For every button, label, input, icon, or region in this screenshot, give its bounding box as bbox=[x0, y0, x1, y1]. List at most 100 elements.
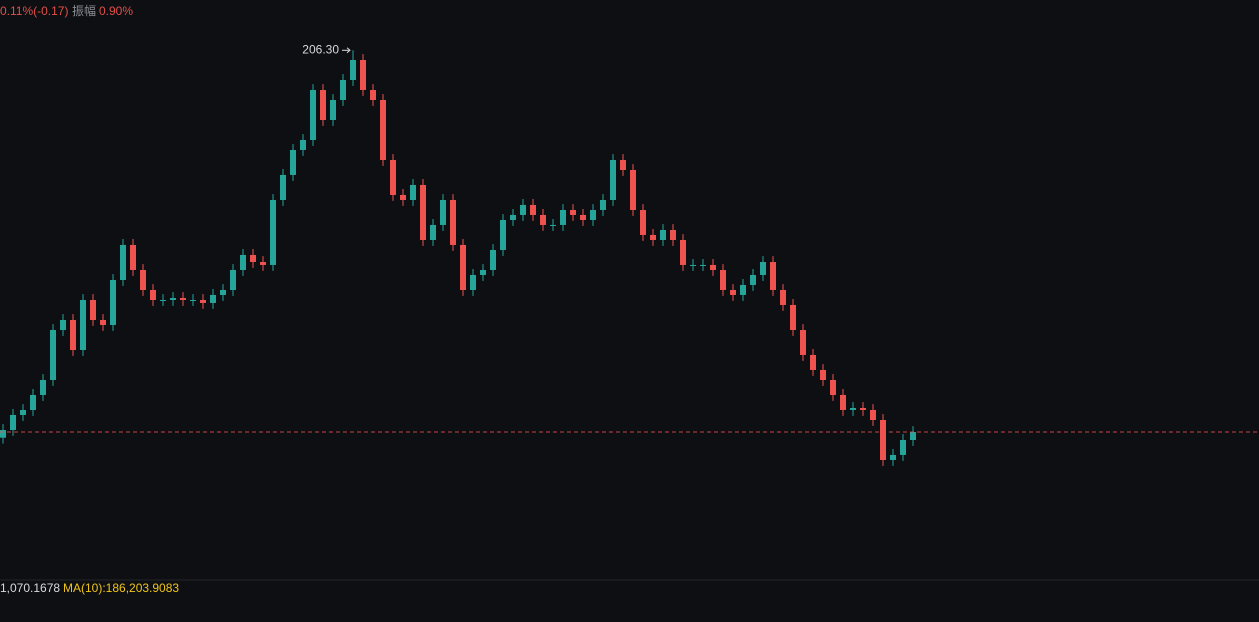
candle-body bbox=[100, 320, 106, 325]
candle-body bbox=[50, 330, 56, 380]
candle-body bbox=[890, 454, 896, 460]
candle-body bbox=[590, 210, 596, 220]
candle-body bbox=[800, 330, 806, 355]
candle-body bbox=[690, 264, 696, 266]
candle-body bbox=[20, 410, 26, 415]
amplitude-label: 振幅 bbox=[72, 3, 96, 18]
candle-body bbox=[680, 240, 686, 265]
candle-body bbox=[130, 244, 136, 270]
candle-body bbox=[470, 274, 476, 290]
candle-body bbox=[160, 300, 166, 301]
volume-ma: MA(10):186,203.9083 bbox=[63, 581, 179, 595]
candle-body bbox=[60, 320, 66, 330]
candle-body bbox=[900, 440, 906, 455]
candle-body bbox=[440, 200, 446, 225]
candle-body bbox=[910, 432, 916, 440]
candle-body bbox=[350, 60, 356, 80]
candle-body bbox=[370, 90, 376, 100]
candle-body bbox=[460, 244, 466, 290]
max-arrow-head bbox=[346, 47, 351, 54]
candle-body bbox=[880, 420, 886, 460]
candle-body bbox=[650, 234, 656, 240]
candle-body bbox=[300, 140, 306, 150]
candle-body bbox=[290, 150, 296, 175]
candle-body bbox=[770, 262, 776, 290]
change-label: 0.11%(-0.17) bbox=[0, 4, 68, 18]
candle-body bbox=[640, 210, 646, 235]
candle-body bbox=[180, 298, 186, 300]
candle-body bbox=[320, 90, 326, 120]
candle-body bbox=[740, 284, 746, 295]
candle-body bbox=[570, 210, 576, 215]
candle-body bbox=[430, 224, 436, 240]
candle-body bbox=[550, 224, 556, 226]
candle-body bbox=[380, 100, 386, 160]
candle-body bbox=[580, 214, 586, 220]
candle-body bbox=[810, 354, 816, 370]
candle-body bbox=[40, 380, 46, 395]
candle-body bbox=[420, 184, 426, 240]
candle-body bbox=[280, 174, 286, 200]
candle-body bbox=[330, 100, 336, 120]
candle-body bbox=[530, 204, 536, 215]
candle-body bbox=[400, 194, 406, 200]
candle-body bbox=[850, 408, 856, 410]
candle-body bbox=[520, 204, 526, 215]
candle-body bbox=[0, 430, 6, 438]
candle-body bbox=[750, 274, 756, 285]
candle-body bbox=[310, 90, 316, 140]
candle-body bbox=[760, 262, 766, 275]
candle-body bbox=[410, 184, 416, 200]
candle-body bbox=[780, 290, 786, 305]
candle-body bbox=[240, 254, 246, 270]
candle-body bbox=[710, 264, 716, 270]
candle-body bbox=[490, 250, 496, 270]
amplitude-value: 0.90% bbox=[99, 4, 133, 18]
candle-body bbox=[200, 300, 206, 303]
candle-body bbox=[250, 254, 256, 262]
candle-body bbox=[360, 60, 366, 90]
candle-body bbox=[860, 408, 866, 410]
candle-body bbox=[870, 410, 876, 420]
candle-body bbox=[510, 214, 516, 220]
candle-body bbox=[500, 220, 506, 250]
candle-body bbox=[220, 290, 226, 295]
candle-body bbox=[540, 214, 546, 225]
candle-body bbox=[700, 264, 706, 266]
candle-body bbox=[790, 304, 796, 330]
candle-body bbox=[630, 170, 636, 210]
volume-value: 1,070.1678 bbox=[0, 581, 60, 595]
candle-body bbox=[560, 210, 566, 225]
candle-body bbox=[620, 160, 626, 170]
candle-body bbox=[150, 290, 156, 300]
candle-body bbox=[610, 160, 616, 200]
candle-body bbox=[660, 230, 666, 240]
candle-body bbox=[10, 414, 16, 430]
candle-body bbox=[600, 200, 606, 210]
candle-body bbox=[450, 200, 456, 245]
candle-body bbox=[70, 320, 76, 350]
candle-body bbox=[720, 270, 726, 290]
candle-body bbox=[80, 300, 86, 350]
candle-body bbox=[820, 370, 826, 380]
candle-body bbox=[270, 200, 276, 265]
candle-body bbox=[120, 244, 126, 280]
candle-body bbox=[480, 270, 486, 275]
candle-body bbox=[170, 298, 176, 300]
candle-body bbox=[260, 262, 266, 265]
candle-body bbox=[90, 300, 96, 320]
candle-body bbox=[340, 80, 346, 100]
candle-body bbox=[230, 270, 236, 290]
candle-body bbox=[840, 394, 846, 410]
max-label: 206.30 bbox=[302, 42, 339, 56]
candle-body bbox=[190, 300, 196, 301]
candle-body bbox=[110, 280, 116, 325]
candle-body bbox=[730, 290, 736, 295]
candle-body bbox=[830, 380, 836, 395]
candle-body bbox=[670, 230, 676, 240]
candle-body bbox=[140, 270, 146, 290]
candle-body bbox=[30, 394, 36, 410]
candle-body bbox=[210, 294, 216, 303]
